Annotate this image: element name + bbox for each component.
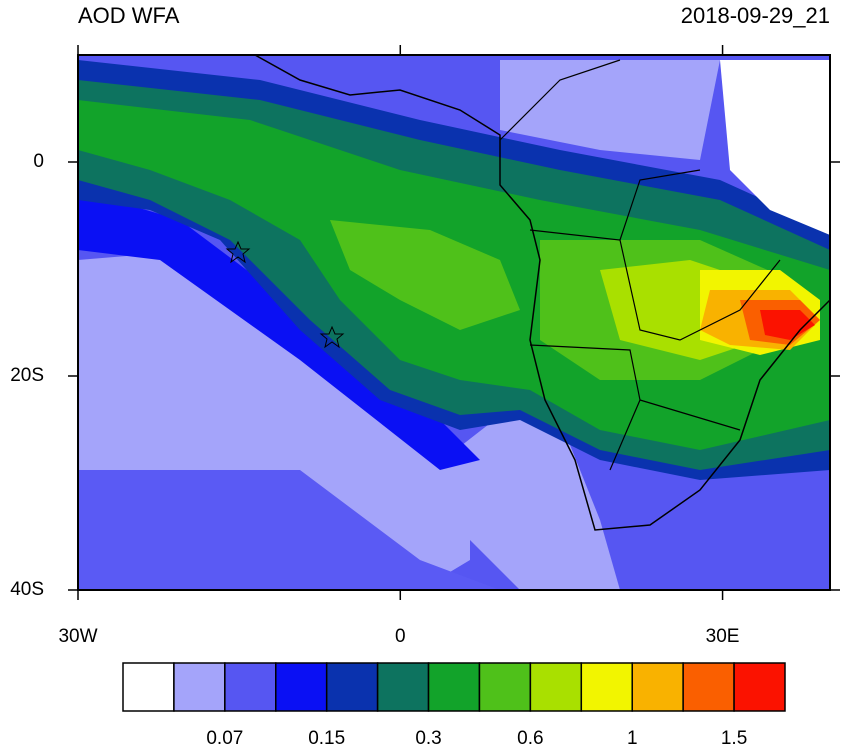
- colorbar-swatch: [580, 662, 633, 712]
- colorbar-label: 1.5: [721, 728, 747, 747]
- colorbar-swatch: [529, 662, 583, 712]
- colorbar-swatch: [631, 662, 684, 712]
- colorbar-label: 0.3: [415, 728, 441, 747]
- colorbar-swatch: [173, 662, 226, 712]
- colorbar-swatch: [122, 662, 175, 712]
- colorbar-swatch: [733, 662, 786, 712]
- y-tick-label: 20S: [10, 365, 44, 386]
- colorbar-swatch: [427, 662, 481, 712]
- plot-frame: [77, 54, 831, 591]
- x-tick-label: 0: [395, 626, 406, 647]
- y-tick-label: 40S: [10, 579, 44, 600]
- colorbar-swatch: [275, 662, 328, 712]
- colorbar-label: 0.15: [308, 728, 345, 747]
- colorbar-swatch: [682, 662, 735, 712]
- colorbar-label: 1: [627, 728, 638, 747]
- colorbar-swatch: [478, 662, 532, 712]
- x-tick-label: 30E: [706, 626, 740, 647]
- aod-field: [78, 55, 830, 590]
- colorbar-swatch: [376, 662, 430, 712]
- colorbar-swatch: [224, 662, 277, 712]
- map-title: AOD WFA: [78, 3, 180, 28]
- x-tick-label: 30W: [58, 626, 97, 647]
- y-tick-label: 0: [33, 151, 44, 172]
- map-timestamp: 2018-09-29_21: [681, 3, 830, 28]
- colorbar-label: 0.07: [206, 728, 243, 747]
- colorbar-label: 0.6: [517, 728, 543, 747]
- colorbar-swatch: [325, 662, 379, 712]
